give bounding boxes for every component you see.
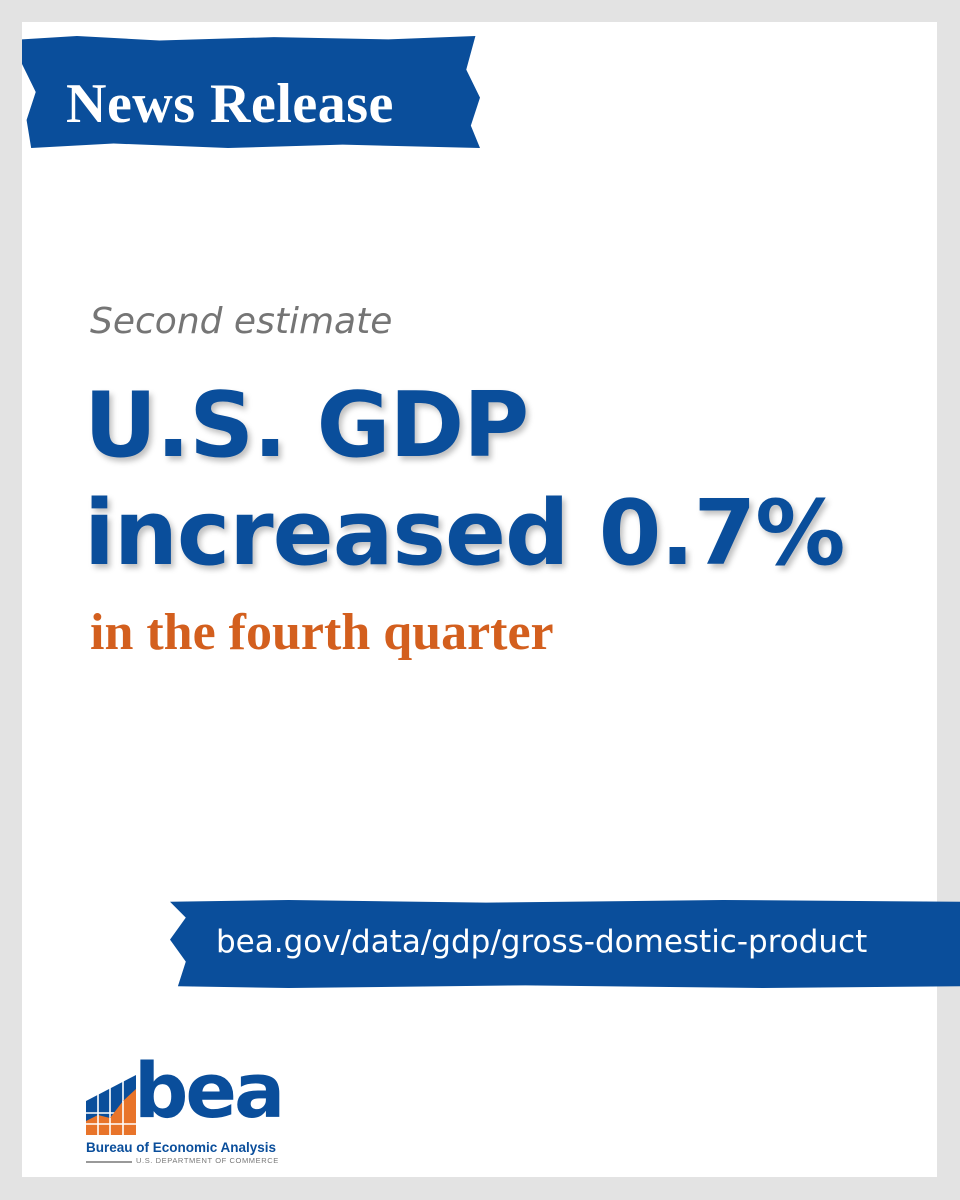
headline: U.S. GDP increased 0.7% <box>84 372 845 588</box>
url-banner[interactable]: bea.gov/data/gdp/gross-domestic-product <box>170 900 960 988</box>
gdp-url-link[interactable]: bea.gov/data/gdp/gross-domestic-product <box>216 924 868 960</box>
news-release-banner: News Release <box>22 36 480 148</box>
news-card: News Release Second estimate U.S. GDP in… <box>22 22 937 1177</box>
headline-line-2: increased 0.7% <box>84 481 845 586</box>
headline-line-1: U.S. GDP <box>84 373 529 478</box>
news-release-label: News Release <box>66 73 394 135</box>
department-name: U.S. DEPARTMENT OF COMMERCE <box>136 1156 279 1165</box>
bea-logo: bea Bureau of Economic Analysis U.S. DEP… <box>84 1053 285 1177</box>
logo-divider <box>86 1161 132 1163</box>
bea-wordmark: bea <box>134 1046 285 1135</box>
subheadline: in the fourth quarter <box>90 604 554 661</box>
estimate-kicker: Second estimate <box>90 301 393 342</box>
bea-agency-name: Bureau of Economic Analysis <box>86 1140 277 1155</box>
bea-chart-logo-icon <box>86 1075 136 1135</box>
